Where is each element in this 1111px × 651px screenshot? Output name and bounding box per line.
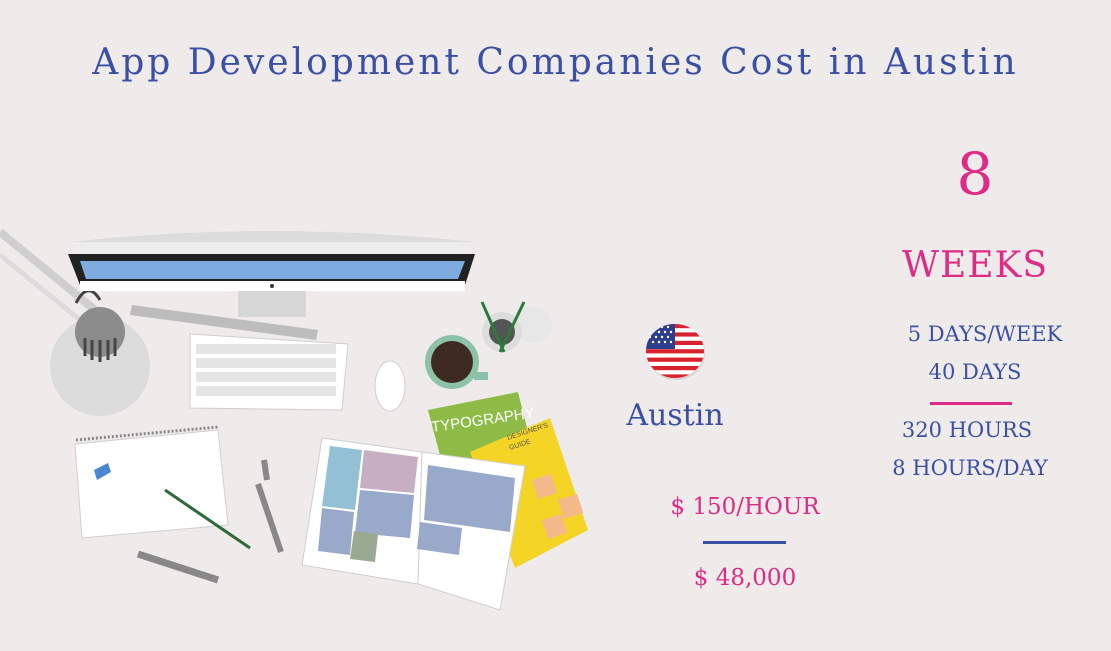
open-magazine-icon bbox=[301, 437, 526, 611]
pencil-holder-icon bbox=[480, 301, 552, 353]
pen-cap-icon bbox=[261, 459, 270, 481]
total-days: 40 DAYS bbox=[928, 360, 1022, 384]
ruler-icon bbox=[130, 305, 318, 340]
desk-illustration: TYPOGRAPHY DESIGNER'S GUIDE bbox=[0, 228, 588, 611]
timeline-divider bbox=[930, 402, 1012, 405]
hourly-rate: $ 150/HOUR bbox=[670, 494, 820, 520]
designers-guide-book-icon: DESIGNER'S GUIDE bbox=[470, 418, 588, 568]
coffee-cup-icon bbox=[425, 335, 488, 389]
desk-lamp-icon bbox=[0, 228, 150, 416]
us-flag-icon bbox=[646, 324, 705, 380]
hours-per-day: 8 HOURS/DAY bbox=[892, 456, 1048, 480]
weeks-label: WEEKS bbox=[901, 245, 1049, 286]
pen-icon bbox=[255, 483, 284, 553]
marker-icon bbox=[136, 550, 220, 584]
page-title: App Development Companies Cost in Austin bbox=[92, 42, 1019, 83]
weeks-number: 8 bbox=[956, 140, 994, 208]
monitor-icon bbox=[68, 231, 475, 317]
sketchbook-icon bbox=[74, 425, 251, 550]
keyboard-icon bbox=[189, 333, 349, 411]
total-hours: 320 HOURS bbox=[901, 418, 1033, 442]
city-name: Austin bbox=[626, 398, 724, 433]
total-cost: $ 48,000 bbox=[693, 565, 797, 591]
cost-divider bbox=[703, 541, 786, 544]
days-per-week: 5 DAYS/WEEK bbox=[907, 322, 1063, 346]
mouse-icon bbox=[374, 360, 406, 412]
